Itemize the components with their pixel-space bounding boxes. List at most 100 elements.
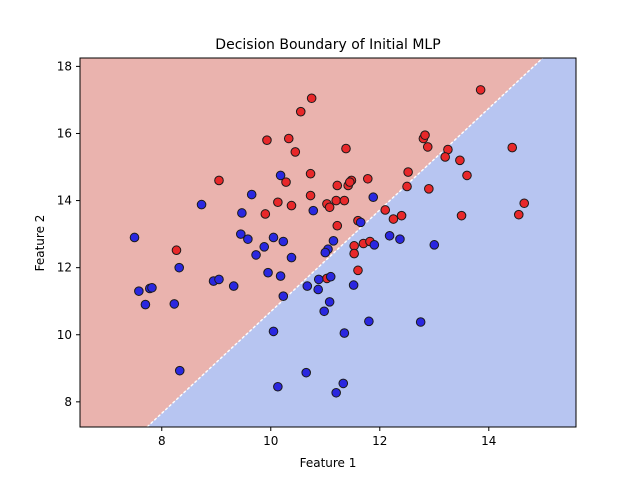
x-tick-label: 10 xyxy=(263,434,278,448)
point-blue-41 xyxy=(415,317,426,327)
point-blue-27 xyxy=(214,274,224,285)
y-axis-ticks: 8 10 12 14 16 18 xyxy=(57,59,80,409)
point-blue-46 xyxy=(301,367,311,378)
point-red-22 xyxy=(462,170,472,181)
point-blue-48 xyxy=(338,378,349,389)
point-red-6 xyxy=(420,130,430,140)
point-blue-1 xyxy=(246,189,257,200)
point-blue-17 xyxy=(384,230,395,241)
point-red-7 xyxy=(341,143,351,154)
point-red-10 xyxy=(290,147,301,157)
point-red-19 xyxy=(332,180,343,191)
point-red-29 xyxy=(324,202,335,213)
point-red-11 xyxy=(440,152,450,162)
point-red-8 xyxy=(422,142,433,152)
point-red-3 xyxy=(262,135,272,145)
point-red-23 xyxy=(402,181,412,192)
point-red-31 xyxy=(339,195,350,206)
point-blue-22 xyxy=(134,286,144,296)
point-red-46 xyxy=(353,265,363,276)
point-blue-39 xyxy=(339,328,350,338)
point-red-36 xyxy=(396,210,407,221)
point-red-13 xyxy=(403,167,413,177)
point-red-1 xyxy=(306,93,317,104)
decision-regions xyxy=(80,57,577,428)
point-blue-24 xyxy=(147,282,157,293)
point-red-14 xyxy=(305,168,316,179)
point-blue-49 xyxy=(331,387,341,398)
point-blue-0 xyxy=(196,199,207,210)
point-blue-19 xyxy=(369,240,380,250)
point-red-26 xyxy=(273,197,283,208)
decision-boundary-line xyxy=(146,57,544,428)
point-red-2 xyxy=(295,106,306,117)
point-blue-9 xyxy=(251,250,261,260)
axes-frame xyxy=(79,57,577,428)
point-blue-42 xyxy=(429,240,440,250)
point-blue-45 xyxy=(174,365,185,376)
point-red-32 xyxy=(380,205,391,215)
point-blue-13 xyxy=(286,252,297,263)
point-red-38 xyxy=(456,210,467,221)
point-blue-34 xyxy=(313,284,323,295)
y-tick-label: 12 xyxy=(57,261,72,275)
point-blue-43 xyxy=(169,299,180,309)
x-tick-label: 14 xyxy=(481,434,496,448)
x-axis-ticks: 8 10 12 14 xyxy=(158,427,496,448)
chart-title: Decision Boundary of Initial MLP xyxy=(215,37,440,53)
point-blue-25 xyxy=(140,299,151,310)
point-blue-31 xyxy=(278,291,289,301)
point-blue-38 xyxy=(319,306,329,317)
point-blue-10 xyxy=(259,242,270,252)
point-red-37 xyxy=(332,220,343,231)
point-red-24 xyxy=(424,184,434,194)
point-blue-21 xyxy=(174,262,184,273)
point-red-4 xyxy=(283,133,294,144)
point-blue-7 xyxy=(235,229,246,239)
point-red-41 xyxy=(507,142,518,153)
y-axis-label: Feature 2 xyxy=(33,215,47,272)
point-blue-33 xyxy=(313,274,324,285)
point-blue-30 xyxy=(275,271,286,281)
point-blue-28 xyxy=(228,281,239,291)
y-tick-label: 16 xyxy=(57,126,72,140)
point-red-27 xyxy=(286,200,297,211)
scatter-points xyxy=(129,85,530,398)
y-tick-label: 18 xyxy=(57,59,72,73)
point-red-18 xyxy=(281,177,291,187)
x-tick-label: 8 xyxy=(158,434,166,448)
point-red-39 xyxy=(513,209,524,220)
y-tick-label: 10 xyxy=(57,328,72,342)
point-blue-35 xyxy=(325,271,336,282)
point-blue-20 xyxy=(129,232,140,243)
point-red-33 xyxy=(260,209,271,219)
point-red-45 xyxy=(349,248,359,259)
point-red-16 xyxy=(214,175,224,186)
point-blue-4 xyxy=(308,205,319,216)
point-blue-12 xyxy=(278,236,289,247)
point-blue-6 xyxy=(355,217,366,228)
point-red-30 xyxy=(331,195,341,206)
point-red-0 xyxy=(475,85,486,95)
point-blue-37 xyxy=(348,280,359,290)
point-red-12 xyxy=(455,155,465,166)
point-blue-8 xyxy=(243,234,253,244)
x-tick-label: 12 xyxy=(372,434,387,448)
point-red-15 xyxy=(362,173,373,184)
point-blue-47 xyxy=(273,381,283,392)
y-tick-label: 8 xyxy=(64,395,72,409)
point-blue-14 xyxy=(328,236,339,246)
point-blue-40 xyxy=(364,316,374,327)
point-red-40 xyxy=(519,198,530,209)
point-blue-16 xyxy=(320,247,331,258)
point-blue-29 xyxy=(263,267,273,278)
point-blue-2 xyxy=(275,170,286,181)
point-red-21 xyxy=(345,177,355,187)
point-blue-3 xyxy=(237,208,247,218)
point-blue-11 xyxy=(268,232,279,243)
point-red-35 xyxy=(388,214,399,224)
point-red-25 xyxy=(305,190,316,201)
point-blue-44 xyxy=(268,326,279,337)
